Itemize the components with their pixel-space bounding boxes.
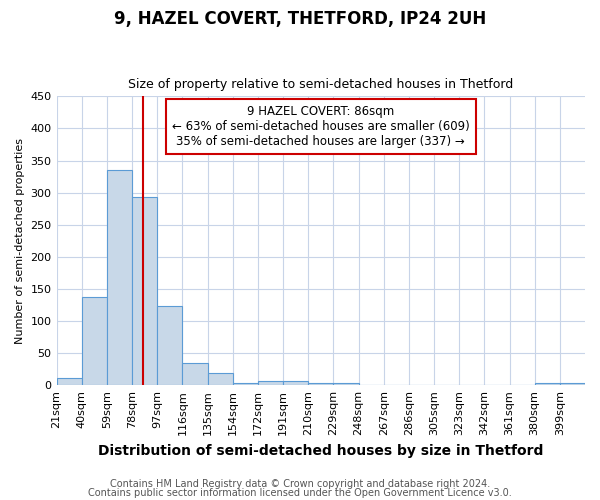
- X-axis label: Distribution of semi-detached houses by size in Thetford: Distribution of semi-detached houses by …: [98, 444, 544, 458]
- Bar: [334, 382, 359, 385]
- Bar: [535, 382, 560, 385]
- Text: 9 HAZEL COVERT: 86sqm
← 63% of semi-detached houses are smaller (609)
35% of sem: 9 HAZEL COVERT: 86sqm ← 63% of semi-deta…: [172, 105, 470, 148]
- Text: Contains HM Land Registry data © Crown copyright and database right 2024.: Contains HM Land Registry data © Crown c…: [110, 479, 490, 489]
- Bar: [157, 306, 182, 385]
- Y-axis label: Number of semi-detached properties: Number of semi-detached properties: [15, 138, 25, 344]
- Title: Size of property relative to semi-detached houses in Thetford: Size of property relative to semi-detach…: [128, 78, 514, 91]
- Bar: [258, 380, 283, 385]
- Text: 9, HAZEL COVERT, THETFORD, IP24 2UH: 9, HAZEL COVERT, THETFORD, IP24 2UH: [114, 10, 486, 28]
- Bar: [233, 382, 258, 385]
- Bar: [107, 170, 132, 385]
- Bar: [560, 382, 585, 385]
- Bar: [82, 296, 107, 385]
- Bar: [308, 382, 334, 385]
- Bar: [182, 364, 208, 385]
- Text: Contains public sector information licensed under the Open Government Licence v3: Contains public sector information licen…: [88, 488, 512, 498]
- Bar: [132, 197, 157, 385]
- Bar: [56, 378, 82, 385]
- Bar: [208, 373, 233, 385]
- Bar: [283, 380, 308, 385]
